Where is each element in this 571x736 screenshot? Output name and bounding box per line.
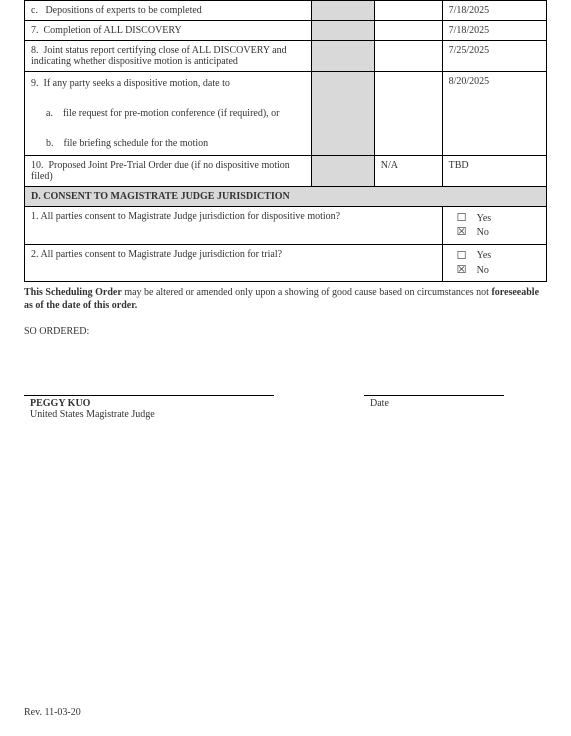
row-gray-cell bbox=[312, 156, 375, 187]
schedule-row: 7. Completion of ALL DISCOVERY 7/18/2025 bbox=[25, 21, 547, 41]
row-mid-cell bbox=[374, 41, 442, 72]
date-label: Date bbox=[364, 398, 504, 409]
schedule-row: 9. If any party seeks a dispositive moti… bbox=[25, 72, 547, 156]
judge-signature-block: PEGGY KUO United States Magistrate Judge bbox=[24, 395, 274, 420]
row-description: 10. Proposed Joint Pre-Trial Order due (… bbox=[25, 156, 312, 187]
row-mid-cell bbox=[374, 72, 442, 156]
row-mid-cell: N/A bbox=[374, 156, 442, 187]
section-d-header: D. CONSENT TO MAGISTRATE JUDGE JURISDICT… bbox=[25, 187, 547, 207]
judge-signature-line bbox=[24, 395, 274, 396]
checkbox-yes[interactable]: ☐ bbox=[455, 211, 469, 225]
consent-answer-cell: ☐ Yes ☒ No bbox=[442, 207, 546, 245]
row-gray-cell bbox=[312, 21, 375, 41]
signature-row: PEGGY KUO United States Magistrate Judge… bbox=[24, 395, 547, 420]
revision-footer: Rev. 11-03-20 bbox=[24, 707, 81, 718]
checkbox-no[interactable]: ☒ bbox=[455, 263, 469, 277]
consent-question: 2. All parties consent to Magistrate Jud… bbox=[25, 244, 443, 282]
row-mid-cell bbox=[374, 1, 442, 21]
row-date-cell: 7/25/2025 bbox=[442, 41, 546, 72]
judge-title: United States Magistrate Judge bbox=[24, 409, 274, 420]
date-signature-line bbox=[364, 395, 504, 396]
yes-label: Yes bbox=[477, 249, 492, 262]
row-date-cell: TBD bbox=[442, 156, 546, 187]
row-mid-cell bbox=[374, 21, 442, 41]
date-signature-block: Date bbox=[364, 395, 504, 420]
row-description: 7. Completion of ALL DISCOVERY bbox=[25, 21, 312, 41]
consent-answer-cell: ☐ Yes ☒ No bbox=[442, 244, 546, 282]
row-date-cell: 8/20/2025 bbox=[442, 72, 546, 156]
row-gray-cell bbox=[312, 72, 375, 156]
row-date-cell: 7/18/2025 bbox=[442, 1, 546, 21]
row-description: 8. Joint status report certifying close … bbox=[25, 41, 312, 72]
row-gray-cell bbox=[312, 41, 375, 72]
schedule-row: c. Depositions of experts to be complete… bbox=[25, 1, 547, 21]
row-date-cell: 7/18/2025 bbox=[442, 21, 546, 41]
checkbox-yes[interactable]: ☐ bbox=[455, 249, 469, 263]
schedule-table: c. Depositions of experts to be complete… bbox=[24, 0, 547, 282]
judge-name: PEGGY KUO bbox=[24, 398, 274, 409]
row-description: 9. If any party seeks a dispositive moti… bbox=[25, 72, 312, 156]
consent-question: 1. All parties consent to Magistrate Jud… bbox=[25, 207, 443, 245]
consent-row: 2. All parties consent to Magistrate Jud… bbox=[25, 244, 547, 282]
schedule-row: 8. Joint status report certifying close … bbox=[25, 41, 547, 72]
row-gray-cell bbox=[312, 1, 375, 21]
no-label: No bbox=[477, 226, 489, 239]
yes-label: Yes bbox=[477, 212, 492, 225]
no-label: No bbox=[477, 264, 489, 277]
checkbox-no[interactable]: ☒ bbox=[455, 225, 469, 239]
so-ordered: SO ORDERED: bbox=[24, 326, 547, 337]
schedule-row: 10. Proposed Joint Pre-Trial Order due (… bbox=[25, 156, 547, 187]
amendment-note: This Scheduling Order may be altered or … bbox=[24, 286, 547, 312]
row-description: c. Depositions of experts to be complete… bbox=[25, 1, 312, 21]
consent-row: 1. All parties consent to Magistrate Jud… bbox=[25, 207, 547, 245]
